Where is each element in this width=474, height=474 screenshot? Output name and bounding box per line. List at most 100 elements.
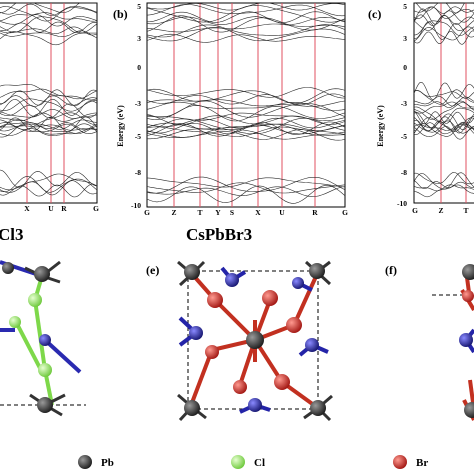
band-line <box>146 99 346 107</box>
panel-b-title: CsPbBr3 <box>186 225 252 244</box>
band-line <box>146 182 346 194</box>
band-line <box>413 100 474 108</box>
panel-b-letter: (b) <box>113 7 128 21</box>
panel-b-ytick: -5 <box>135 132 141 141</box>
band-line <box>0 30 98 38</box>
panel-c-ytick: 0 <box>403 63 407 72</box>
band-line <box>413 184 474 192</box>
band-line <box>413 82 474 100</box>
panel-b-xtick: X <box>255 208 261 217</box>
panel-c-ytick: 5 <box>403 2 407 11</box>
band-line <box>0 26 98 36</box>
band-line <box>413 106 474 123</box>
panel-b-xtick: U <box>279 208 285 217</box>
panel-b-xtick: G <box>144 208 150 217</box>
panel-a-xtick: X <box>24 204 30 213</box>
band-line <box>413 26 474 41</box>
band-line <box>146 129 346 141</box>
legend-label: Br <box>416 457 428 469</box>
pb-atom <box>37 397 53 413</box>
pb-atom <box>2 262 14 274</box>
band-line <box>414 20 474 37</box>
band-line <box>413 172 474 190</box>
band-line <box>413 102 474 120</box>
panel-b-xtick: G <box>342 208 348 217</box>
br-swatch <box>393 455 407 469</box>
band-line <box>413 115 474 134</box>
band-line <box>0 119 98 130</box>
panel-b-plot <box>146 2 346 208</box>
panel-b-xticks: G Z T Y S X U R G <box>144 208 348 217</box>
panel-f-letter: (f) <box>385 263 397 277</box>
band-line <box>0 2 97 14</box>
panel-b-yticks: 5 3 0 -3 -5 -8 -10 <box>131 2 141 210</box>
band-line <box>413 180 474 189</box>
band-line <box>146 23 346 33</box>
panel-c-ytick: -8 <box>401 168 407 177</box>
cs-atom <box>225 273 239 287</box>
band-line <box>0 122 98 134</box>
legend-label: Cl <box>254 457 265 469</box>
legend-item-cl: Cl <box>231 455 265 469</box>
panel-b-xtick: Z <box>171 208 176 217</box>
band-line <box>413 6 474 19</box>
structure-f: (f) <box>385 263 474 421</box>
pb-atom <box>310 400 326 416</box>
plot-frame <box>413 2 474 204</box>
band-line <box>413 89 474 105</box>
band-line <box>146 118 346 134</box>
band-line <box>0 180 98 196</box>
legend-label: Pb <box>101 457 114 469</box>
cs-atom <box>189 326 203 340</box>
band-line <box>0 21 98 33</box>
panel-c-ytick: 3 <box>403 34 407 43</box>
band-line <box>0 12 98 22</box>
band-line <box>0 112 98 122</box>
panel-c-letter: (c) <box>368 7 381 21</box>
pb-atom <box>462 264 474 280</box>
cl-atom <box>38 363 52 377</box>
band-line <box>146 123 346 137</box>
band-line <box>0 84 98 100</box>
panel-a-title: Cl3 <box>0 225 24 244</box>
cl-atom <box>28 293 42 307</box>
panel-b-ytick: -10 <box>131 201 141 210</box>
band-line <box>413 96 474 107</box>
br-atom <box>205 345 219 359</box>
band-line <box>0 173 98 191</box>
band-line <box>413 6 474 14</box>
panel-c-ytick: -3 <box>401 99 407 108</box>
band-line <box>0 89 98 106</box>
cl-atom <box>9 316 21 328</box>
band-line <box>0 183 98 198</box>
band-line <box>146 176 346 194</box>
plot-frame <box>146 2 346 208</box>
br-atom <box>274 374 290 390</box>
panel-c-xtick: T <box>463 206 468 215</box>
cs-atom <box>39 334 51 346</box>
structure-a <box>0 260 86 417</box>
band-line <box>0 95 98 107</box>
band-line <box>146 11 346 24</box>
br-atom <box>233 380 247 394</box>
panel-a-xtick: U <box>48 204 54 213</box>
structure-e: (e) <box>146 260 333 422</box>
panel-c-xticks: G Z T <box>412 206 468 215</box>
panel-c-ytick: -5 <box>401 132 407 141</box>
cs-atom <box>305 338 319 352</box>
panel-b-ytick: 5 <box>137 2 141 11</box>
panel-b-ytick: 3 <box>137 34 141 43</box>
legend-item-pb: Pb <box>78 455 114 469</box>
panel-b: (b) Energy (eV) 5 3 0 -3 -5 -8 -10 G Z T… <box>113 2 348 244</box>
band-line <box>414 2 474 14</box>
band-line <box>146 123 346 138</box>
band-line <box>0 103 98 119</box>
band-line <box>146 186 346 197</box>
band-line <box>0 176 98 193</box>
pb-atom <box>184 264 200 280</box>
legend: Pb Cl Br <box>78 455 428 469</box>
panel-b-ytick: 0 <box>137 63 141 72</box>
band-line <box>146 4 346 17</box>
band-line <box>413 14 474 27</box>
